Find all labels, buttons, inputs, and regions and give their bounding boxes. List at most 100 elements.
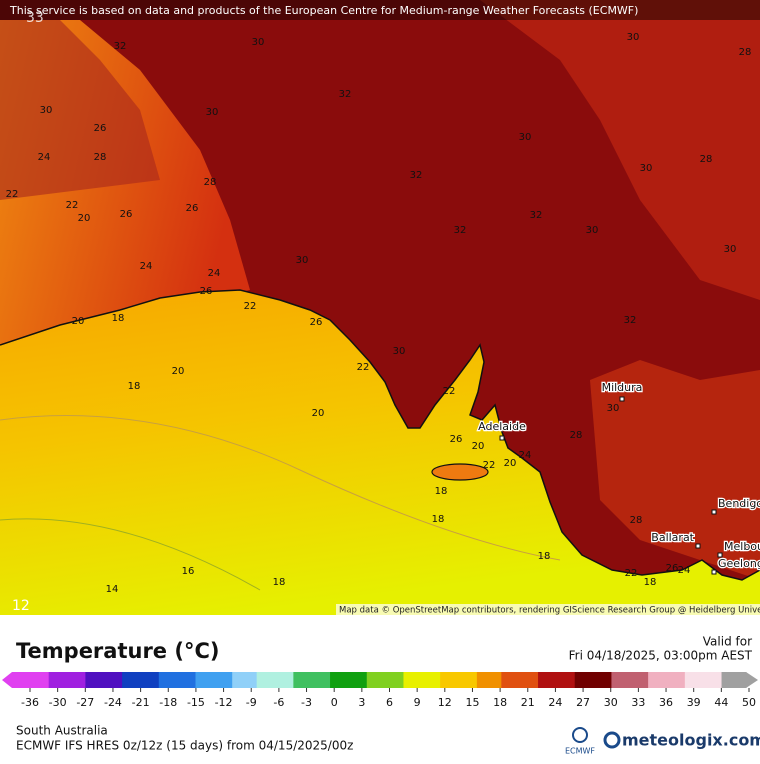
city-marker [717,552,723,558]
contour-label: 24 [208,268,221,279]
contour-label: 30 [393,346,406,357]
colorbar-cell [97,672,111,688]
contour-label: 26 [450,434,463,445]
colorbar-cell [525,672,539,688]
ocean [0,290,760,615]
colorbar-cell [330,672,343,688]
colorbar-cell [379,672,392,688]
colorbar-tick-label: -27 [76,696,94,709]
colorbar-tick-label: -36 [21,696,39,709]
colorbar-tick-label: 24 [548,696,562,709]
colorbar-cell [574,672,588,688]
colorbar-tick-label: -30 [49,696,67,709]
colorbar-cell [721,672,735,688]
contour-label: 16 [182,566,195,577]
colorbar-tick-label: 15 [465,696,479,709]
contour-label: 30 [640,163,653,174]
colorbar-cell [648,672,661,688]
attribution: Map data © OpenStreetMap contributors, r… [339,606,760,616]
contour-label: 18 [435,486,448,497]
colorbar-arrow [746,672,758,688]
contour-label: 26 [200,286,213,297]
contour-label: 22 [443,386,456,397]
colorbar-cell [660,672,674,688]
colorbar-cell [85,672,99,688]
city-label: Ballarat [651,531,694,544]
colorbar-cell [244,672,258,688]
colorbar-cell [305,672,319,688]
contour-label: 26 [186,203,199,214]
colorbar-tick-label: 36 [659,696,673,709]
contour-label: 18 [273,577,286,588]
contour-label: 28 [94,152,107,163]
city-marker [711,569,717,575]
colorbar-cell [122,672,135,688]
colorbar-tick-label: 30 [604,696,618,709]
colorbar-cell [733,672,747,688]
colorbar-cell [342,672,356,688]
colorbar-cell [709,672,723,688]
contour-label: 26 [120,209,133,220]
colorbar-cell [415,672,429,688]
colorbar-cell [268,672,282,688]
colorbar-cell [452,672,466,688]
contour-label: 22 [66,200,79,211]
city-label: Melbourne [724,540,760,553]
colorbar-cell [48,672,62,688]
coastline [0,289,760,581]
contour-label: 32 [339,89,352,100]
city-label: Mildura [602,381,643,394]
colorbar-tick-label: 0 [331,696,338,709]
colorbar-cell [36,672,50,688]
colorbar-cell [171,672,184,688]
colorbar-cell [366,672,380,688]
colorbar-tick-label: 44 [714,696,728,709]
colorbar-cell [562,672,576,688]
contour-label: 18 [644,577,657,588]
contour-label: 22 [483,460,496,471]
contour-label: 26 [310,317,323,328]
city-marker [711,509,717,515]
colorbar-cell [219,672,233,688]
city-marker [695,543,701,549]
colorbar-cell [464,672,478,688]
colorbar-cell [623,672,637,688]
region: South Australia [16,724,108,738]
city-label: Bendigo [718,497,760,510]
colorbar-cell [183,672,196,688]
city-label: Adelaide [478,420,526,433]
colorbar-cell [611,672,625,688]
contour-label: 24 [38,152,51,163]
contour-label: 20 [504,458,517,469]
colorbar-tick-label: -9 [246,696,257,709]
colorbar-cell [513,672,527,688]
colorbar-cell [489,672,502,688]
colorbar-tick-label: 21 [521,696,535,709]
city-marker [499,435,505,441]
ecmwf-icon [572,727,588,743]
contour-label: 20 [472,441,485,452]
colorbar-cell [134,672,148,688]
colorbar-cell [12,672,25,688]
colorbar-tick-label: -6 [273,696,284,709]
contour-label: 32 [530,210,543,221]
west-hills [0,20,160,200]
victoria-warm [590,360,760,580]
colorbar-tick-label: 39 [687,696,701,709]
colorbar-cell [501,672,515,688]
cities: Mildura Adelaide Bendigo Ballarat Melbourne G… [477,380,760,575]
colorbar-cell [195,672,209,688]
colorbar-tick-label: 12 [438,696,452,709]
legend-title: Temperature (°C) [16,639,219,663]
colorbar-tick-label: 3 [358,696,365,709]
brand: meteologix.com [622,731,760,750]
colorbar-cell [109,672,123,688]
colorbar-cell [354,672,368,688]
corner-label: 12 [12,598,30,614]
contour-label: 30 [724,244,737,255]
contour-label: 28 [700,154,713,165]
colorbar-tick-label: 18 [493,696,507,709]
contour-label: 18 [112,313,125,324]
